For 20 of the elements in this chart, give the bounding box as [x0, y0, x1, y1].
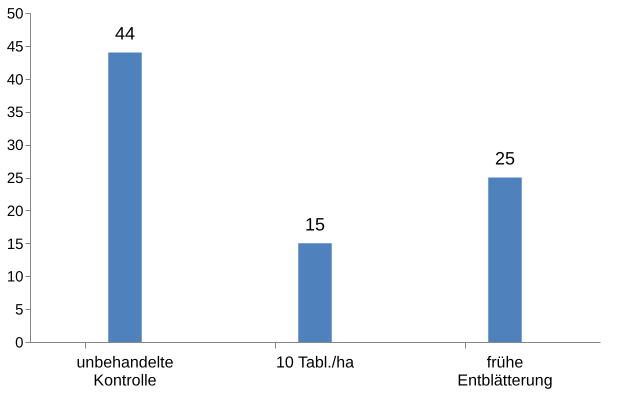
y-tick-label: 30 [6, 137, 24, 154]
y-tick-label: 10 [6, 268, 24, 286]
data-label: 44 [114, 23, 136, 44]
y-tick-label: 40 [6, 71, 24, 88]
y-tick-label: 45 [6, 38, 24, 56]
bar [488, 178, 522, 342]
x-tick-label: frühe Entblätterung [457, 354, 553, 390]
bar [298, 243, 332, 342]
y-tick-label: 50 [6, 6, 24, 22]
data-label: 25 [494, 148, 516, 168]
bar [108, 52, 142, 342]
x-tick-label: unbehandelte Kontrolle [76, 354, 174, 390]
y-tick-label: 20 [6, 202, 24, 220]
y-tick-label: 0 [15, 334, 24, 352]
y-tick-label: 35 [6, 104, 24, 122]
y-tick-label: 15 [6, 236, 24, 253]
x-tick-label: 10 Tabl./ha [276, 354, 354, 372]
y-tick-label: 25 [6, 170, 24, 187]
data-label: 15 [304, 214, 326, 234]
y-tick-label: 5 [15, 302, 24, 319]
